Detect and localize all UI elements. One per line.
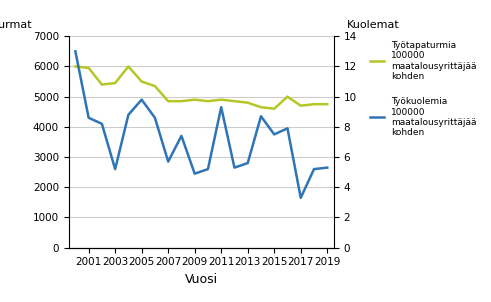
Y-axis label: Kuolemat: Kuolemat <box>347 20 400 30</box>
X-axis label: Vuosi: Vuosi <box>185 273 218 286</box>
Legend: Työtapaturmia
100000
maatalousyrittäjää
kohden, Työkuolemia
100000
maatalousyrit: Työtapaturmia 100000 maatalousyrittäjää … <box>370 41 476 137</box>
Y-axis label: Tapaturmat: Tapaturmat <box>0 20 31 30</box>
